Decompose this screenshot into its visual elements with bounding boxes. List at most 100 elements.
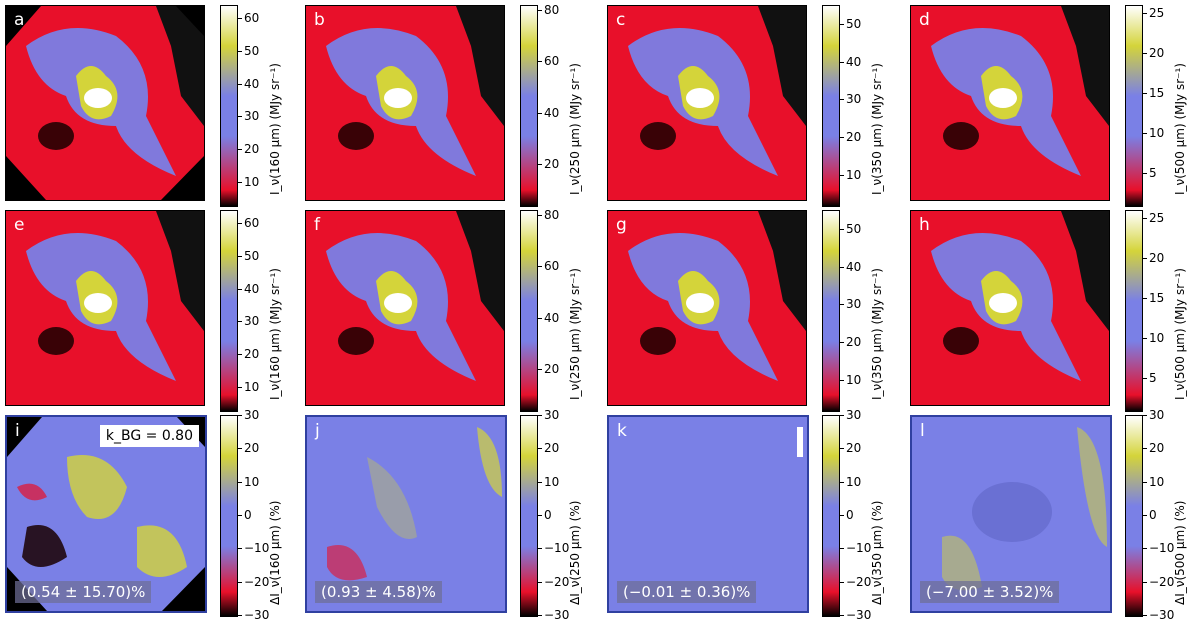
cavity-region — [338, 122, 374, 150]
colorbar-label: I_ν(250 μm) (MJy sr⁻¹) — [568, 63, 582, 195]
cavity-region — [640, 122, 676, 150]
colorbar-label: ΔI_ν(500 μm) (%) — [1173, 500, 1187, 605]
peak-region — [989, 88, 1017, 108]
panel-letter: l — [920, 421, 925, 441]
negative-residual — [22, 525, 67, 567]
colorbar-tick: −20 — [1142, 574, 1175, 589]
colorbar-tick: 30 — [839, 92, 862, 107]
map-panel: b — [305, 5, 505, 201]
colorbar-tick: 60 — [537, 259, 560, 274]
colorbar-tick: −30 — [237, 608, 270, 622]
colorbar-tick: 0 — [238, 508, 252, 522]
map-frame: g — [607, 210, 807, 406]
panel-letter: f — [314, 215, 320, 235]
colorbar-tick: 20 — [1142, 46, 1165, 60]
colorbar-tick: 10 — [537, 474, 560, 489]
colorbar-tick: 10 — [839, 372, 862, 387]
map-panel: h — [910, 210, 1110, 406]
cavity-region — [943, 327, 979, 355]
negative-residual — [327, 545, 367, 581]
map-frame: j (0.93 ± 4.58)% — [305, 415, 507, 613]
colorbar-tick: 20 — [237, 441, 260, 456]
colorbar-tick: 80 — [537, 208, 560, 223]
residual-stat: (−7.00 ± 3.52)% — [920, 581, 1060, 603]
colorbar-tick: 50 — [839, 16, 862, 31]
colorbar-tick: 0 — [538, 508, 552, 522]
panel-letter: a — [14, 10, 25, 30]
colorbar-tick: 30 — [237, 408, 260, 422]
colorbar-tick: 40 — [537, 310, 560, 325]
colorbar — [220, 5, 238, 207]
colorbar — [1125, 5, 1143, 207]
colorbar — [220, 415, 238, 617]
colorbar-tick: −10 — [237, 541, 270, 556]
map-frame: c — [607, 5, 807, 201]
peak-region — [384, 293, 412, 313]
map-frame: i (0.54 ± 15.70)% k_BG = 0.80 — [5, 415, 207, 613]
panel-letter: j — [315, 421, 320, 441]
colorbar-tick: 20 — [237, 347, 260, 362]
colorbar-tick: 30 — [237, 109, 260, 124]
dark-region — [156, 6, 204, 126]
colorbar-tick: 40 — [237, 76, 260, 91]
colorbar-tick: 10 — [839, 474, 862, 489]
colorbar-tick: 50 — [237, 43, 260, 58]
map-frame: h — [910, 210, 1110, 406]
colorbar — [520, 210, 538, 412]
intensity-map — [6, 6, 204, 200]
colorbar-tick: 50 — [839, 221, 862, 236]
colorbar-tick: −10 — [537, 541, 570, 556]
dark-region — [156, 211, 204, 331]
colorbar-tick: 15 — [1142, 86, 1165, 100]
colorbar-label: ΔI_ν(350 μm) (%) — [870, 500, 884, 605]
colorbar-tick: −20 — [839, 574, 872, 589]
positive-residual — [477, 427, 502, 497]
intensity-map — [911, 211, 1109, 405]
colorbar-tick: −10 — [1142, 541, 1175, 556]
colorbar — [822, 415, 840, 617]
map-panel: j (0.93 ± 4.58)% — [305, 415, 507, 613]
map-panel: d — [910, 5, 1110, 201]
colorbar-tick: 15 — [1142, 291, 1165, 305]
colorbar-tick: 20 — [237, 142, 260, 157]
intensity-map — [306, 6, 504, 200]
colorbar-tick: 20 — [537, 156, 560, 171]
panel-letter: b — [314, 10, 325, 30]
colorbar-tick: 40 — [839, 259, 862, 274]
negative-residual — [972, 482, 1052, 542]
colorbar-tick: 30 — [1142, 408, 1165, 422]
panel-letter: c — [616, 10, 626, 30]
intensity-map — [307, 417, 505, 611]
colorbar-tick: 10 — [1142, 474, 1165, 489]
colorbar-tick: 50 — [237, 248, 260, 263]
peak-region — [84, 293, 112, 313]
mask-corners — [6, 6, 204, 200]
colorbar — [1125, 415, 1143, 617]
colorbar-tick: 30 — [839, 297, 862, 312]
colorbar — [520, 415, 538, 617]
colorbar-tick: 10 — [237, 474, 260, 489]
intensity-map — [608, 211, 806, 405]
peak-region — [384, 88, 412, 108]
map-frame: l (−7.00 ± 3.52)% — [910, 415, 1112, 613]
map-panel: i (0.54 ± 15.70)% k_BG = 0.80 — [5, 415, 207, 613]
panel-letter: h — [919, 215, 930, 235]
colorbar-tick: 30 — [537, 408, 560, 422]
colorbar — [1125, 210, 1143, 412]
kbg-label: k_BG = 0.80 — [99, 425, 199, 447]
positive-residual — [1077, 427, 1107, 547]
residual-stat: (0.93 ± 4.58)% — [315, 581, 442, 603]
map-background — [609, 417, 807, 611]
cavity-region — [640, 327, 676, 355]
dark-region — [456, 6, 504, 126]
positive-residual — [137, 525, 187, 577]
colorbar-tick: −30 — [839, 608, 872, 622]
map-panel: g — [607, 210, 807, 406]
colorbar-tick: 20 — [1142, 441, 1165, 456]
colorbar-label: ΔI_ν(250 μm) (%) — [568, 500, 582, 605]
intensity-map — [609, 417, 807, 611]
edge-residual — [797, 427, 803, 457]
map-frame: e — [5, 210, 205, 406]
colorbar-tick: −20 — [537, 574, 570, 589]
intensity-map — [6, 211, 204, 405]
